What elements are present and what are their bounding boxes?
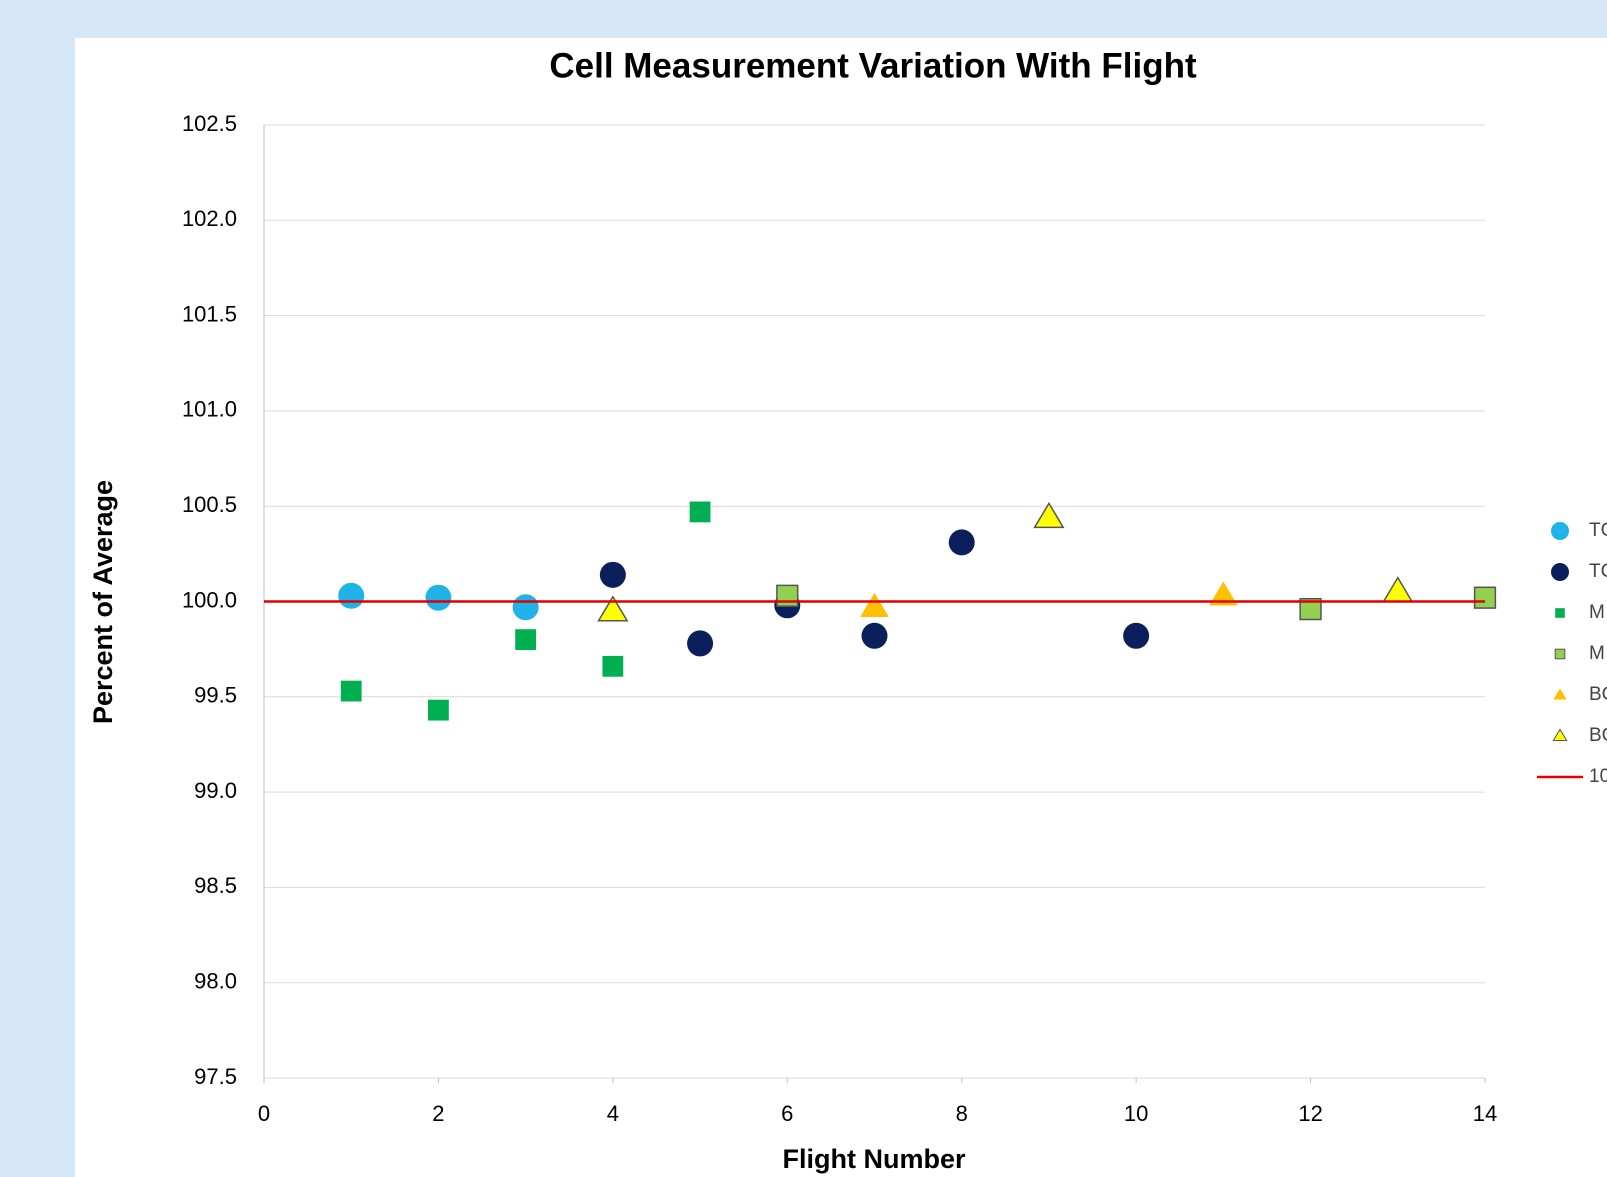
- point: [428, 699, 449, 721]
- point: [425, 584, 452, 611]
- x-tick-label: 10: [1124, 1101, 1148, 1126]
- y-tick-label: 100.0: [182, 587, 237, 612]
- point: [948, 529, 975, 556]
- legend-label: TC: [1589, 520, 1607, 541]
- legend-swatch: [1555, 608, 1565, 618]
- y-tick-label: 98.0: [194, 969, 237, 994]
- point: [861, 622, 888, 649]
- point: [338, 582, 365, 609]
- point: [599, 561, 626, 588]
- point: [689, 501, 711, 523]
- y-tick-label: 99.0: [194, 778, 237, 803]
- point: [597, 595, 629, 622]
- x-tick-label: 2: [432, 1101, 444, 1126]
- point: [1299, 597, 1322, 621]
- x-tick-label: 0: [258, 1101, 270, 1126]
- legend-label: M: [1589, 602, 1605, 623]
- y-tick-label: 102.0: [182, 206, 237, 231]
- point: [687, 630, 714, 657]
- point: [1209, 581, 1238, 606]
- legend-swatch: [1554, 648, 1566, 660]
- legend-label: 10: [1589, 766, 1607, 787]
- point: [1033, 501, 1065, 529]
- y-tick-label: 100.5: [182, 492, 237, 517]
- x-axis-label: Flight Number: [783, 1144, 966, 1174]
- y-tick-label: 98.5: [194, 873, 237, 898]
- legend-label: BC: [1589, 684, 1607, 705]
- x-tick-label: 8: [956, 1101, 968, 1126]
- y-tick-label: 102.5: [182, 111, 237, 136]
- legend-swatch: [1553, 688, 1567, 700]
- point: [1123, 622, 1150, 649]
- legend-label: BC: [1589, 725, 1607, 746]
- chart-panel: [75, 38, 1607, 1177]
- legend-swatch: [1552, 728, 1568, 741]
- x-tick-label: 14: [1473, 1101, 1497, 1126]
- point: [602, 655, 624, 677]
- point: [860, 592, 889, 617]
- legend-swatch: [1551, 522, 1569, 540]
- point: [1473, 586, 1497, 609]
- chart-title: Cell Measurement Variation With Flight: [549, 46, 1197, 85]
- x-tick-label: 12: [1298, 1101, 1322, 1126]
- y-tick-label: 101.0: [182, 397, 237, 422]
- point: [340, 680, 362, 702]
- x-tick-label: 4: [607, 1101, 619, 1126]
- point: [776, 584, 799, 607]
- y-tick-label: 101.5: [182, 301, 237, 326]
- y-tick-label: 97.5: [194, 1064, 237, 1089]
- x-tick-label: 6: [781, 1101, 793, 1126]
- legend-label: TC: [1589, 561, 1607, 582]
- y-axis-label: Percent of Average: [88, 480, 118, 724]
- legend-swatch: [1551, 563, 1569, 581]
- point: [515, 629, 537, 651]
- point: [512, 594, 539, 621]
- y-tick-label: 99.5: [194, 683, 237, 708]
- legend-label: M: [1589, 643, 1605, 664]
